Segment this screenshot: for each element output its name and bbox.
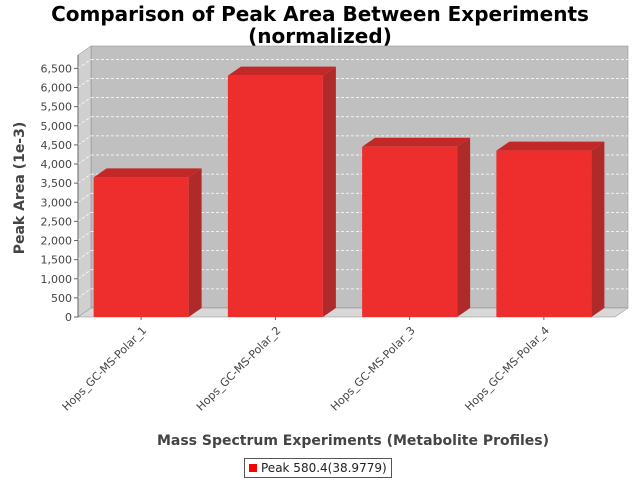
gridline-side [77,154,92,165]
gridline-side [77,59,92,69]
y-tick-label: 5,500 [41,101,73,114]
bar-front [227,75,323,317]
y-tick-label: 2,000 [41,235,73,248]
bar-front [362,146,458,317]
gridline-side [77,78,92,88]
y-tick-label: 6,500 [41,62,73,75]
bar [496,141,605,317]
gridline-side [77,97,92,107]
legend-label: Peak 580.4(38.9779) [261,461,387,475]
legend-swatch [249,464,257,472]
chart-subtitle: (normalized) [248,24,392,48]
y-tick-label: 4,500 [41,139,73,152]
y-tick-label: 2,500 [41,215,73,228]
chart-title: Comparison of Peak Area Between Experime… [51,2,589,26]
y-tick-label: 0 [65,311,72,324]
gridline-side [77,135,92,146]
y-axis-label: Peak Area (1e-3) [12,122,28,255]
y-tick-label: 3,500 [41,177,73,190]
gridline-side [77,250,92,260]
y-tick-label: 3,000 [41,196,73,209]
bar-side [188,168,202,317]
gridline-side [77,231,92,241]
gridline-side [77,173,92,184]
legend: Peak 580.4(38.9779) [244,458,392,478]
gridline-side [77,269,92,280]
bar [362,137,471,317]
gridline-side [77,116,92,127]
bar-top [227,66,336,76]
x-axis-label: Mass Spectrum Experiments (Metabolite Pr… [157,433,549,449]
y-tick-label: 6,000 [41,82,73,95]
bar [227,66,336,317]
bar [93,168,202,317]
bar-side [322,66,336,317]
bar-front [93,177,189,317]
bar-top [362,137,471,147]
y-tick-label: 500 [51,292,72,305]
gridline-side [77,212,92,222]
bar-front [496,150,592,317]
y-tick-label: 1,000 [41,273,73,286]
y-tick-label: 5,000 [41,120,73,133]
y-tick-label: 4,000 [41,158,73,171]
bar-side [591,141,605,317]
y-tick-label: 1,500 [41,254,73,267]
x-tick-label: Hops_GC-MS-Polar_3 [328,324,418,414]
x-tick-label: Hops_GC-MS-Polar_4 [462,324,552,414]
x-tick-label: Hops_GC-MS-Polar_2 [194,324,284,414]
gridline-side [77,192,92,203]
bar-top [93,168,202,178]
bar-top [496,141,605,151]
bar-side [457,137,471,317]
x-tick-label: Hops_GC-MS-Polar_1 [60,324,150,414]
gridline-side [77,288,92,299]
